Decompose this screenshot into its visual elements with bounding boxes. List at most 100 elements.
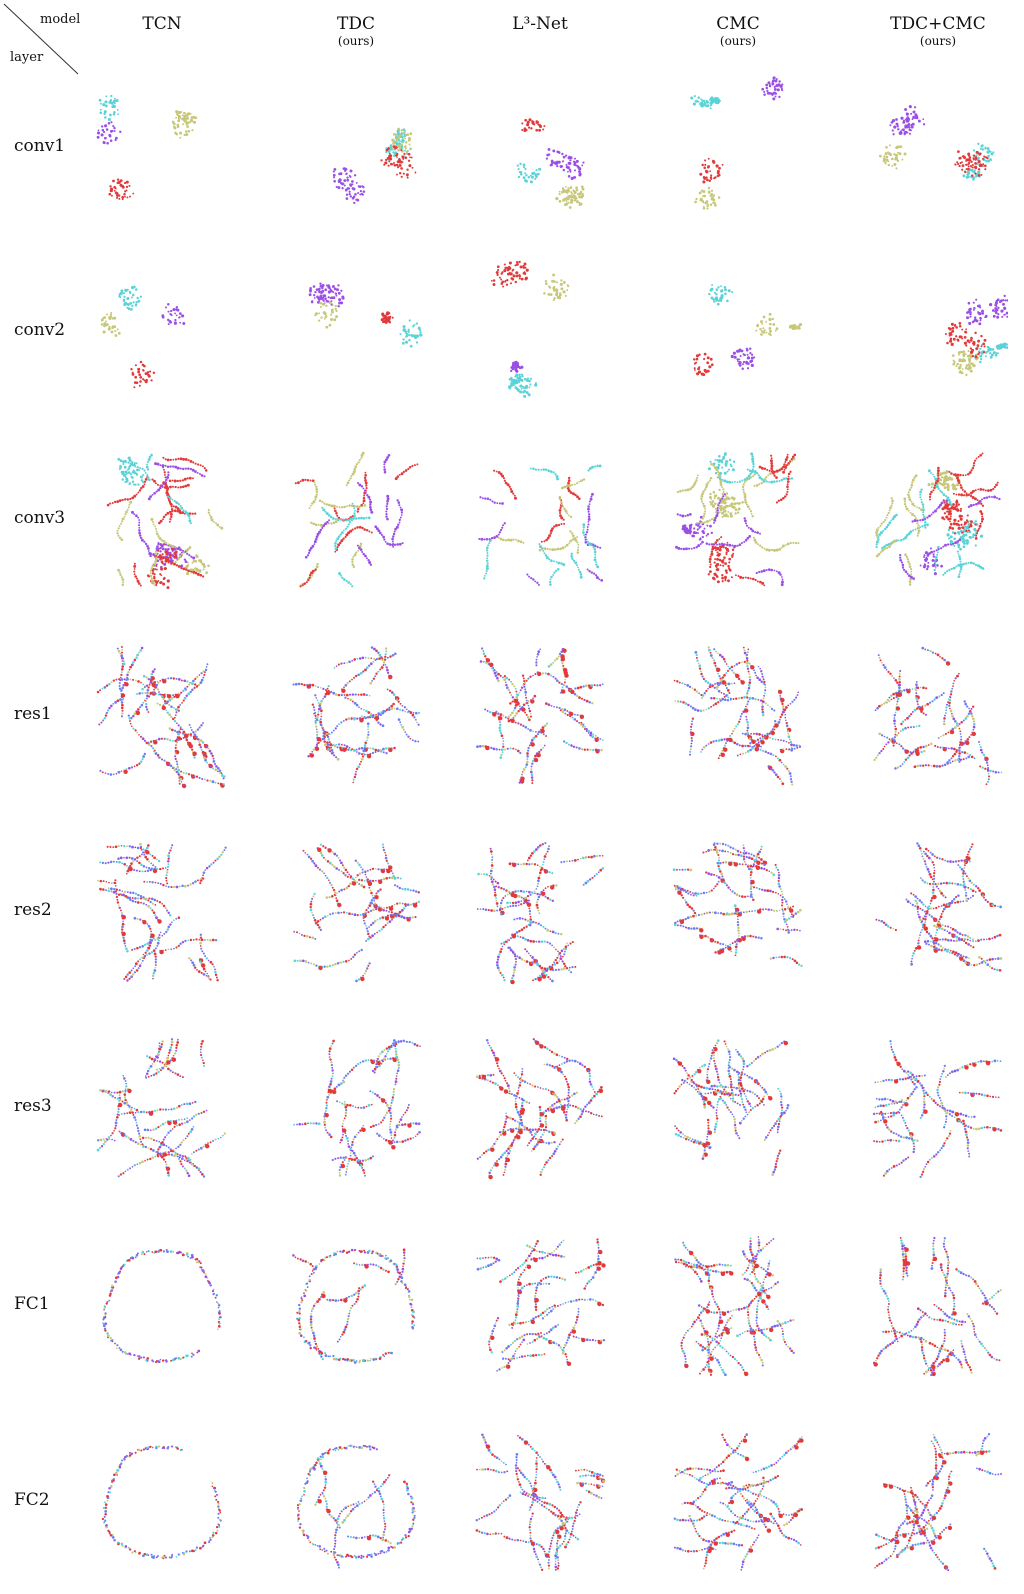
embedding-point (353, 507, 356, 510)
embedding-point (148, 683, 151, 686)
embedding-point (897, 539, 900, 542)
embedding-point (743, 517, 746, 520)
embedding-point (198, 472, 202, 476)
embedding-point (973, 521, 976, 525)
embedding-point (385, 650, 388, 653)
embedding-point (580, 185, 584, 189)
embedding-point (119, 179, 123, 182)
embedding-point (318, 719, 320, 722)
embedding-point (974, 162, 977, 165)
embedding-point (205, 668, 207, 671)
embedding-point (345, 519, 348, 522)
embedding-point (950, 478, 954, 481)
embedding-point (123, 465, 127, 469)
embedding-point (181, 314, 185, 318)
embedding-point (336, 537, 340, 541)
embedding-point (542, 128, 545, 131)
embedding-point (984, 168, 987, 171)
embedding-point (400, 148, 403, 152)
embedding-point (406, 168, 409, 171)
embedding-point (349, 169, 353, 173)
embedding-point (944, 503, 947, 507)
embedding-point (718, 166, 721, 170)
embedding-point (352, 517, 355, 520)
embedding-point (518, 373, 521, 377)
embedding-point (356, 717, 359, 720)
embedding-point (177, 732, 180, 736)
embedding-point (760, 330, 764, 333)
embedding-point (356, 510, 359, 513)
embedding-point (397, 139, 400, 142)
embedding-point (722, 495, 725, 498)
embedding-point (121, 185, 125, 189)
embedding-point (365, 528, 369, 532)
embedding-point (985, 496, 989, 499)
embedding-point (726, 515, 730, 518)
embedding-point (100, 721, 103, 724)
embedding-point (321, 726, 323, 729)
embedding-point (394, 527, 397, 531)
embedding-point (404, 149, 406, 152)
embedding-point (729, 512, 733, 516)
embedding-point (108, 682, 111, 686)
embedding-point (490, 536, 494, 540)
embedding-point (485, 567, 489, 570)
embedding-point (133, 712, 137, 715)
embedding-point (744, 519, 747, 523)
embedding-point (890, 504, 893, 507)
embedding-point (159, 543, 162, 546)
embedding-point (710, 203, 713, 206)
embedding-point (131, 510, 134, 514)
embedding-point (875, 528, 879, 532)
embedding-point (136, 579, 140, 583)
embedding-point (549, 470, 553, 473)
embedding-point (493, 536, 496, 539)
embedding-point (358, 747, 361, 750)
column-header: L³-Net (450, 14, 630, 34)
embedding-point (162, 540, 166, 543)
embedding-point (521, 128, 524, 132)
embedding-point (118, 571, 121, 574)
embedding-point (934, 477, 938, 481)
embedding-point (949, 512, 953, 515)
embedding-point (319, 301, 322, 305)
embedding-point (560, 165, 564, 168)
embedding-point (959, 567, 963, 571)
embedding-point (103, 110, 107, 114)
embedding-point (886, 547, 889, 550)
embedding-point (709, 170, 712, 173)
embedding-point (745, 360, 748, 364)
embedding-point (714, 516, 717, 520)
embedding-point (587, 469, 590, 472)
embedding-point (390, 704, 394, 708)
embedding-point (746, 353, 749, 356)
embedding-point (993, 495, 997, 499)
embedding-point (977, 170, 981, 174)
embedding-point (196, 572, 200, 576)
embedding-point (362, 670, 365, 673)
embedding-point (187, 692, 191, 696)
embedding-point (143, 379, 146, 382)
embedding-point (137, 299, 141, 303)
embedding-point (129, 195, 131, 198)
embedding-point (588, 500, 591, 503)
embedding-point (952, 508, 955, 511)
embedding-point (692, 483, 696, 487)
embedding-point (567, 201, 570, 204)
embedding-point (795, 327, 799, 330)
embedding-point (909, 575, 913, 579)
embedding-point (136, 296, 139, 300)
embedding-point (593, 548, 597, 551)
embedding-point (968, 358, 972, 362)
embedding-point (971, 163, 974, 167)
embedding-point (188, 554, 191, 557)
embedding-point (505, 283, 509, 286)
embedding-point (945, 502, 949, 505)
embedding-point (171, 120, 175, 124)
embedding-point (890, 497, 893, 500)
embedding-point (956, 363, 959, 366)
embedding-point (893, 515, 896, 519)
embedding-point (116, 178, 120, 181)
embedding-point (173, 716, 176, 719)
embedding-point (515, 274, 518, 278)
